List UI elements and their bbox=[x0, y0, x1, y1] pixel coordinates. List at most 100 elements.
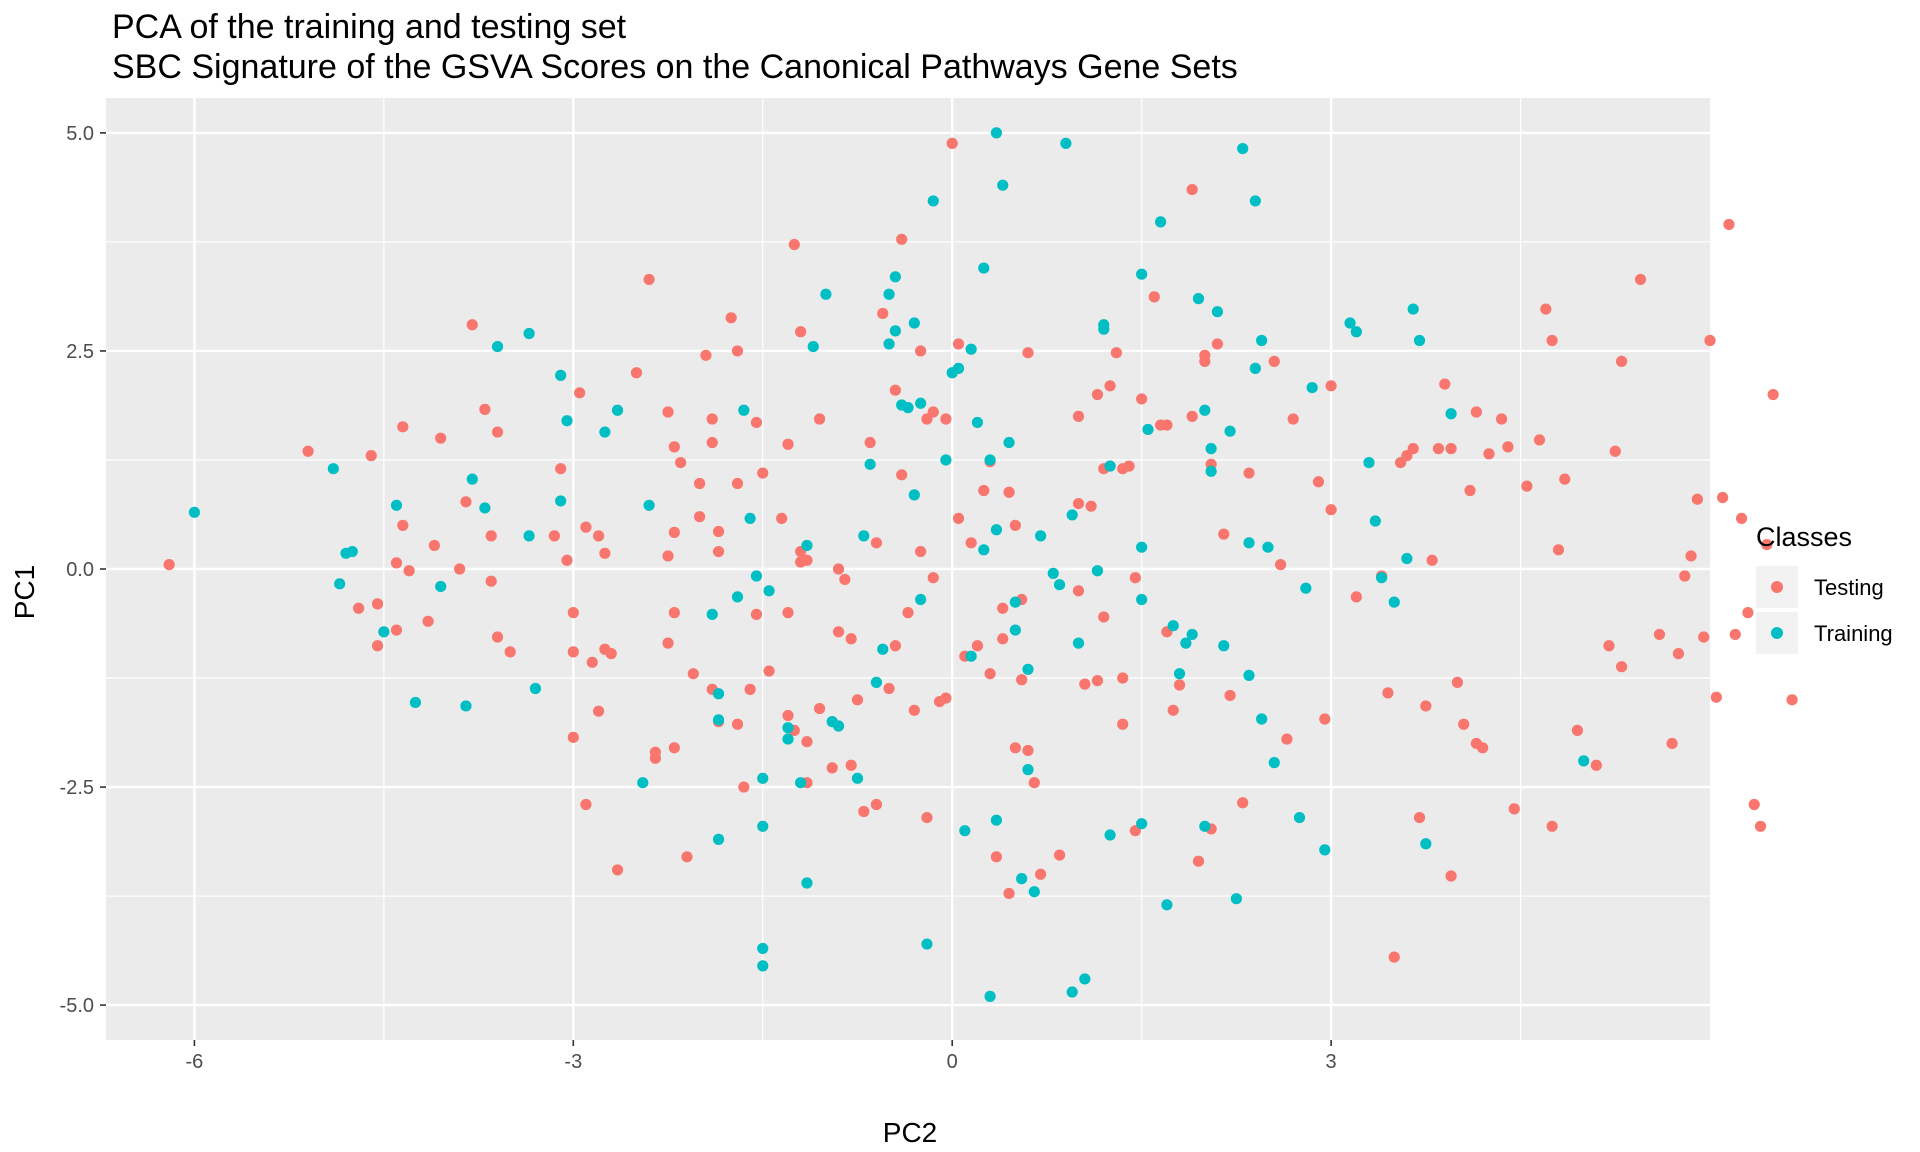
data-point bbox=[763, 585, 775, 597]
data-point bbox=[1761, 538, 1773, 551]
data-point bbox=[782, 709, 794, 722]
data-point bbox=[1540, 303, 1552, 315]
data-point bbox=[1426, 554, 1438, 566]
data-point bbox=[1723, 218, 1735, 231]
data-point bbox=[908, 317, 920, 329]
data-point bbox=[1053, 579, 1066, 591]
data-point bbox=[1173, 668, 1186, 680]
data-point bbox=[435, 580, 447, 593]
data-point bbox=[776, 512, 788, 525]
data-point bbox=[1262, 541, 1274, 553]
data-point bbox=[1274, 559, 1287, 571]
data-point bbox=[927, 406, 939, 418]
y-tick-label: -2.5 bbox=[60, 777, 94, 799]
data-point bbox=[896, 469, 908, 481]
data-point bbox=[1717, 491, 1729, 504]
data-point bbox=[1066, 509, 1078, 521]
data-point bbox=[567, 731, 579, 743]
data-point bbox=[763, 665, 775, 677]
data-point bbox=[915, 397, 927, 409]
data-point bbox=[1420, 838, 1432, 850]
data-point bbox=[744, 683, 756, 695]
data-point bbox=[757, 772, 769, 784]
data-point bbox=[851, 694, 864, 706]
data-point bbox=[1464, 484, 1476, 497]
data-point bbox=[479, 502, 491, 514]
data-point bbox=[1344, 317, 1356, 329]
data-point bbox=[1110, 347, 1122, 359]
data-point bbox=[1243, 537, 1255, 549]
data-point bbox=[877, 643, 889, 655]
data-point bbox=[712, 545, 725, 558]
data-point bbox=[1546, 820, 1558, 832]
data-point bbox=[1388, 951, 1400, 963]
data-point bbox=[694, 511, 706, 523]
data-point bbox=[662, 406, 674, 418]
data-point bbox=[668, 742, 680, 754]
data-point bbox=[1117, 718, 1129, 730]
data-point bbox=[1123, 460, 1135, 472]
data-point bbox=[813, 702, 826, 715]
data-point bbox=[795, 326, 807, 338]
data-point bbox=[889, 271, 901, 283]
legend-swatch bbox=[1771, 581, 1783, 593]
data-point bbox=[826, 762, 838, 774]
data-point bbox=[801, 877, 813, 889]
data-point bbox=[1306, 381, 1318, 394]
data-point bbox=[188, 506, 201, 518]
data-point bbox=[1117, 672, 1129, 684]
data-point bbox=[643, 499, 655, 511]
data-point bbox=[675, 456, 687, 469]
data-point bbox=[1748, 798, 1760, 811]
data-point bbox=[428, 539, 440, 552]
data-point bbox=[1653, 628, 1666, 641]
data-point bbox=[927, 572, 939, 584]
data-point bbox=[1161, 899, 1173, 911]
data-point bbox=[1729, 628, 1741, 641]
data-point bbox=[1281, 733, 1293, 745]
data-point bbox=[1634, 273, 1647, 286]
data-point bbox=[1022, 663, 1034, 675]
data-point bbox=[1672, 648, 1685, 660]
data-point bbox=[1319, 844, 1331, 856]
data-point bbox=[1009, 519, 1021, 531]
data-point bbox=[889, 325, 901, 337]
data-point bbox=[877, 307, 889, 320]
data-point bbox=[491, 426, 504, 438]
data-point bbox=[845, 759, 857, 771]
data-point bbox=[1508, 803, 1520, 815]
data-point bbox=[712, 714, 725, 726]
data-point bbox=[1691, 493, 1703, 505]
data-point bbox=[801, 736, 813, 748]
data-point bbox=[1249, 362, 1261, 374]
data-point bbox=[1578, 755, 1590, 767]
data-point bbox=[1085, 500, 1097, 512]
data-point bbox=[744, 512, 756, 525]
data-point bbox=[870, 537, 883, 549]
data-point bbox=[567, 646, 579, 658]
data-point bbox=[978, 262, 990, 274]
data-point bbox=[1401, 552, 1413, 565]
data-point bbox=[915, 345, 927, 357]
data-point bbox=[813, 413, 826, 425]
data-point bbox=[757, 942, 769, 955]
data-point bbox=[1312, 476, 1325, 488]
data-point bbox=[1224, 425, 1236, 437]
data-point bbox=[479, 403, 491, 415]
data-point bbox=[788, 238, 800, 251]
data-point bbox=[940, 692, 952, 704]
data-point bbox=[1268, 757, 1280, 769]
data-point bbox=[1136, 593, 1148, 606]
data-point bbox=[1003, 436, 1015, 449]
data-point bbox=[681, 851, 693, 863]
data-point bbox=[757, 960, 769, 972]
data-point bbox=[1104, 829, 1116, 841]
data-point bbox=[1609, 445, 1621, 457]
data-point bbox=[725, 312, 737, 324]
data-point bbox=[662, 550, 674, 562]
data-point bbox=[555, 463, 567, 475]
data-point bbox=[965, 343, 977, 355]
data-point bbox=[731, 591, 744, 603]
data-point bbox=[454, 563, 466, 575]
